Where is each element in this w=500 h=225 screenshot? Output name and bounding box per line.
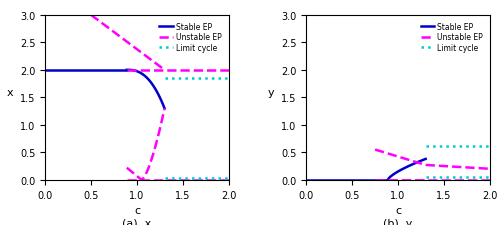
Text: (a)  x: (a) x (122, 218, 152, 225)
Legend: Stable EP, Unstable EP, Limit cycle: Stable EP, Unstable EP, Limit cycle (418, 20, 486, 56)
Legend: Stable EP, Unstable EP, Limit cycle: Stable EP, Unstable EP, Limit cycle (156, 20, 225, 56)
X-axis label: c: c (134, 205, 140, 215)
Text: (b)  y: (b) y (384, 218, 412, 225)
X-axis label: c: c (395, 205, 401, 215)
Y-axis label: y: y (268, 88, 274, 98)
Y-axis label: x: x (6, 88, 14, 98)
